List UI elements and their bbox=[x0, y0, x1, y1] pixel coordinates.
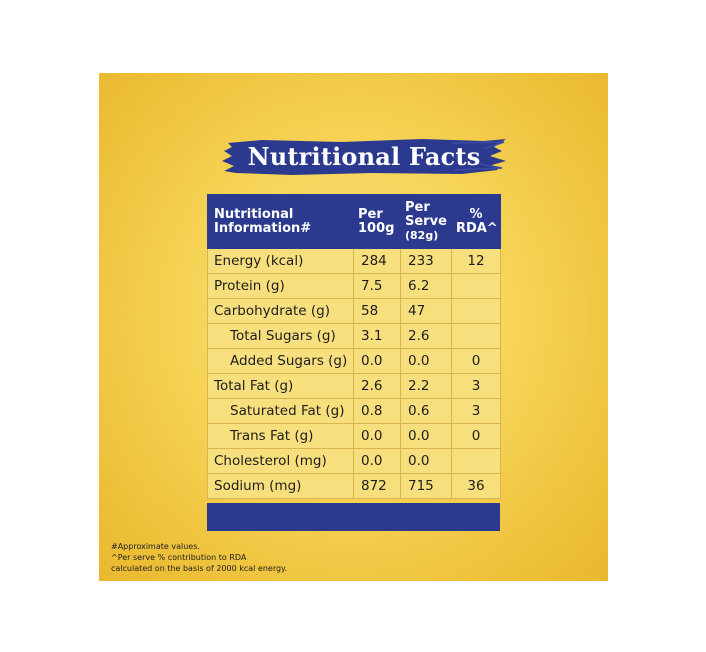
nutrient-name: Saturated Fat (g) bbox=[207, 398, 354, 424]
value-per-serve: 715 bbox=[400, 473, 452, 499]
value-per-100g: 58 bbox=[353, 298, 401, 324]
table-row: Total Fat (g) 2.6 2.2 3 bbox=[207, 373, 501, 399]
value-rda: 12 bbox=[451, 248, 501, 274]
footnote-approximate: #Approximate values. bbox=[111, 542, 200, 551]
page-title: Nutritional Facts bbox=[247, 142, 481, 171]
nutrition-table: Nutritional Information# Per 100g Per Se… bbox=[207, 194, 501, 499]
value-per-100g: 0.8 bbox=[353, 398, 401, 424]
value-per-100g: 2.6 bbox=[353, 373, 401, 399]
footnote-rda: ^Per serve % contribution to RDA bbox=[111, 553, 247, 562]
table-row: Total Sugars (g) 3.1 2.6 bbox=[207, 323, 501, 349]
value-per-serve: 233 bbox=[400, 248, 452, 274]
nutrient-name: Trans Fat (g) bbox=[207, 423, 354, 449]
header-nutritional-information: Nutritional Information# bbox=[207, 194, 354, 249]
footnote-basis: calculated on the basis of 2000 kcal ene… bbox=[111, 564, 288, 573]
value-rda: 0 bbox=[451, 348, 501, 374]
table-row: Sodium (mg) 872 715 36 bbox=[207, 473, 501, 499]
table-row: Protein (g) 7.5 6.2 bbox=[207, 273, 501, 299]
value-per-100g: 284 bbox=[353, 248, 401, 274]
value-rda: 3 bbox=[451, 373, 501, 399]
value-rda bbox=[451, 323, 501, 349]
table-row: Trans Fat (g) 0.0 0.0 0 bbox=[207, 423, 501, 449]
value-rda: 36 bbox=[451, 473, 501, 499]
value-per-100g: 0.0 bbox=[353, 348, 401, 374]
value-per-serve: 6.2 bbox=[400, 273, 452, 299]
nutrient-name: Sodium (mg) bbox=[207, 473, 354, 499]
nutrient-name: Protein (g) bbox=[207, 273, 354, 299]
value-rda: 0 bbox=[451, 423, 501, 449]
nutrient-name: Carbohydrate (g) bbox=[207, 298, 354, 324]
header-per-serve: Per Serve (82g) bbox=[400, 194, 452, 249]
value-per-serve: 0.6 bbox=[400, 398, 452, 424]
value-per-100g: 872 bbox=[353, 473, 401, 499]
value-rda: 3 bbox=[451, 398, 501, 424]
table-row: Energy (kcal) 284 233 12 bbox=[207, 248, 501, 274]
value-per-serve: 0.0 bbox=[400, 423, 452, 449]
nutrient-name: Energy (kcal) bbox=[207, 248, 354, 274]
nutrient-name: Total Fat (g) bbox=[207, 373, 354, 399]
value-per-serve: 2.2 bbox=[400, 373, 452, 399]
value-per-serve: 0.0 bbox=[400, 348, 452, 374]
title-banner: Nutritional Facts bbox=[222, 137, 506, 177]
nutrition-table-body: Energy (kcal) 284 233 12 Protein (g) 7.5 6.2 Ca… bbox=[207, 248, 501, 499]
value-per-100g: 0.0 bbox=[353, 423, 401, 449]
value-per-serve: 2.6 bbox=[400, 323, 452, 349]
header-rda: % RDA^ bbox=[451, 194, 501, 249]
value-per-100g: 7.5 bbox=[353, 273, 401, 299]
nutrient-name: Added Sugars (g) bbox=[207, 348, 354, 374]
value-per-serve: 0.0 bbox=[400, 448, 452, 474]
table-row: Saturated Fat (g) 0.8 0.6 3 bbox=[207, 398, 501, 424]
table-footer-bar bbox=[207, 503, 500, 531]
value-per-100g: 0.0 bbox=[353, 448, 401, 474]
nutrient-name: Cholesterol (mg) bbox=[207, 448, 354, 474]
footnotes: #Approximate values. ^Per serve % contri… bbox=[111, 541, 287, 574]
nutrient-name: Total Sugars (g) bbox=[207, 323, 354, 349]
brush-stroke-shape bbox=[222, 139, 506, 175]
table-row: Carbohydrate (g) 58 47 bbox=[207, 298, 501, 324]
header-per-100g: Per 100g bbox=[353, 194, 401, 249]
value-rda bbox=[451, 448, 501, 474]
table-header-row: Nutritional Information# Per 100g Per Se… bbox=[207, 194, 501, 249]
value-rda bbox=[451, 298, 501, 324]
table-row: Added Sugars (g) 0.0 0.0 0 bbox=[207, 348, 501, 374]
value-per-100g: 3.1 bbox=[353, 323, 401, 349]
value-per-serve: 47 bbox=[400, 298, 452, 324]
value-rda bbox=[451, 273, 501, 299]
table-row: Cholesterol (mg) 0.0 0.0 bbox=[207, 448, 501, 474]
